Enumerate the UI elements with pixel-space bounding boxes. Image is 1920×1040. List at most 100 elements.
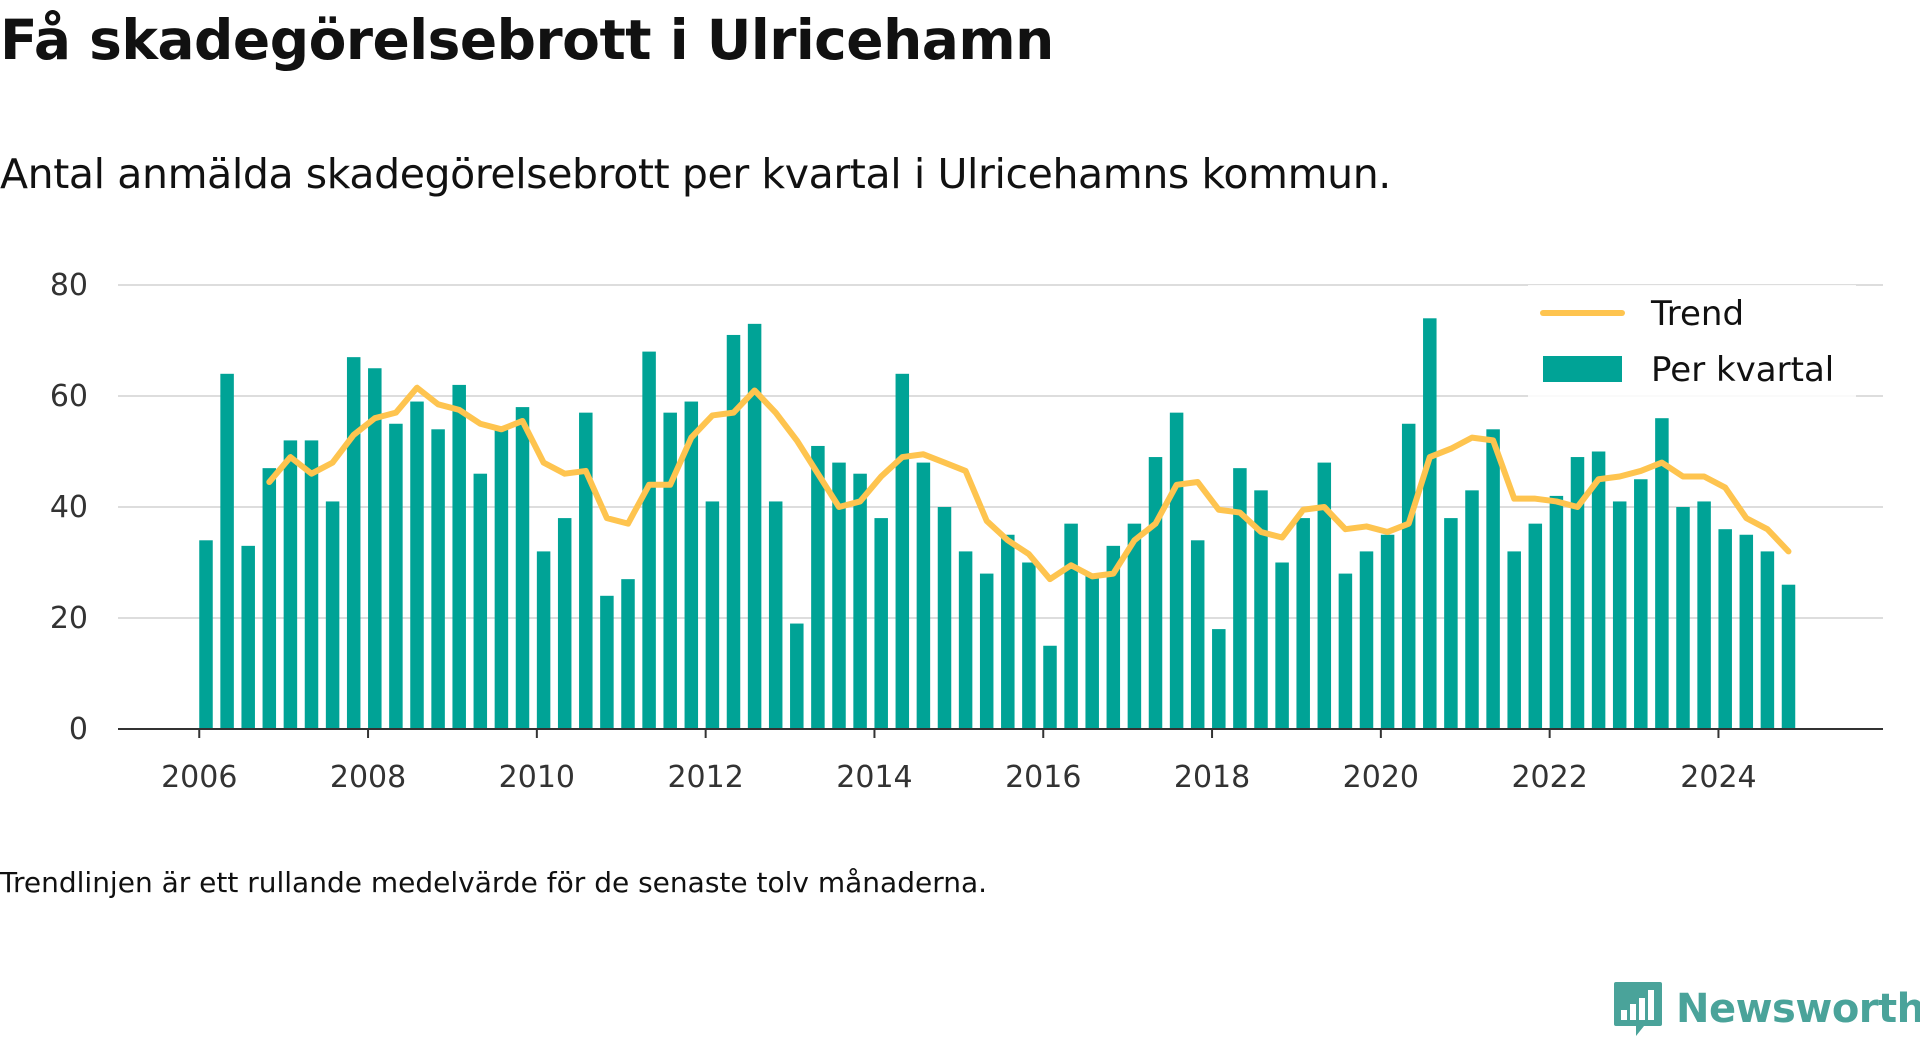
bar [1760, 551, 1775, 729]
bar [958, 551, 973, 729]
legend: Trend Per kvartal [1528, 285, 1856, 397]
bar [283, 440, 298, 729]
x-tick-label: 2006 [161, 760, 237, 795]
x-tick-label: 2008 [330, 760, 406, 795]
bar [726, 334, 741, 729]
bar [1486, 429, 1500, 729]
bar [1254, 490, 1268, 729]
bar [1507, 551, 1521, 729]
bar [1380, 534, 1395, 729]
bar [1423, 318, 1437, 729]
bar [684, 401, 699, 729]
bar [1591, 451, 1606, 729]
x-tick-label: 2018 [1174, 760, 1250, 795]
bar [536, 551, 551, 729]
newsworthy-logo-icon [1614, 982, 1662, 1036]
bar [874, 518, 888, 729]
bar [1549, 495, 1564, 729]
legend-bar-label: Per kvartal [1651, 350, 1834, 390]
bar [1001, 534, 1015, 729]
bar [1043, 645, 1057, 729]
bar [1718, 529, 1732, 729]
legend-trend-label: Trend [1650, 294, 1744, 334]
y-tick-label: 0 [69, 712, 88, 747]
bar [1634, 479, 1648, 729]
bar [916, 462, 931, 729]
bar [1317, 462, 1332, 729]
chart-subtitle: Antal anmälda skadegörelsebrott per kvar… [0, 150, 1391, 198]
bar [1106, 545, 1121, 729]
bar [199, 540, 213, 729]
bar [895, 373, 910, 729]
bar [790, 623, 804, 729]
bar [1127, 523, 1142, 729]
bar [832, 462, 846, 729]
bar [220, 373, 234, 729]
bar [557, 518, 572, 729]
brand-logo: Newsworthy [1612, 980, 1920, 1038]
bar [1233, 468, 1247, 729]
bar [452, 384, 466, 729]
footnote: Trendlinjen är ett rullande medelvärde f… [0, 866, 988, 899]
bar [494, 429, 509, 729]
brand-name: Newsworthy [1676, 986, 1920, 1032]
x-tick-label: 2012 [667, 760, 743, 795]
bar [1528, 523, 1543, 729]
bar [768, 501, 783, 729]
bar [368, 368, 382, 729]
bar [1022, 562, 1036, 729]
bar [600, 595, 614, 729]
bar [1401, 423, 1416, 729]
bar [1655, 418, 1669, 729]
y-tick-label: 20 [50, 601, 88, 636]
bar [1190, 540, 1205, 729]
bar [642, 351, 656, 729]
chart-svg: 0 20 40 60 80 2006 2008 2010 2012 2014 2016 2018 202… [50, 268, 1883, 795]
y-tick-label: 40 [50, 490, 88, 525]
bar [1338, 573, 1353, 729]
bar [389, 423, 403, 729]
bar [473, 473, 488, 729]
x-tick-label: 2014 [836, 760, 912, 795]
trend-line [266, 384, 1792, 583]
bar [241, 545, 255, 729]
bar [304, 440, 319, 729]
bar [1465, 490, 1479, 729]
bar [579, 412, 593, 729]
x-tick-label: 2016 [1005, 760, 1081, 795]
bar [1296, 518, 1310, 729]
bar [325, 501, 340, 729]
bar [431, 429, 445, 729]
x-tick-label: 2024 [1680, 760, 1756, 795]
y-tick-label: 60 [50, 379, 88, 414]
bar [1212, 629, 1226, 729]
trend-series [266, 384, 1792, 583]
bar [1275, 562, 1289, 729]
x-tick-label: 2010 [499, 760, 575, 795]
bar [1676, 507, 1690, 729]
bar [1169, 412, 1184, 729]
x-tick-label: 2020 [1343, 760, 1419, 795]
axes: 0 20 40 60 80 2006 2008 2010 2012 2014 2016 2018 202… [50, 268, 1883, 795]
bar [346, 357, 361, 729]
bar [1697, 501, 1711, 729]
bar [937, 507, 952, 729]
bar [1359, 551, 1374, 729]
bar [1739, 534, 1754, 729]
bar [979, 573, 994, 729]
bar [1781, 584, 1796, 729]
bar [1444, 518, 1458, 729]
bar [515, 407, 530, 729]
x-tick-label: 2022 [1511, 760, 1587, 795]
bar [705, 501, 720, 729]
bar [1148, 457, 1163, 729]
bar [1612, 501, 1627, 729]
bar [747, 323, 762, 729]
bar [410, 401, 424, 729]
bar-series [199, 318, 1796, 729]
bar [262, 468, 277, 729]
bar [1064, 523, 1078, 729]
chart-title: Få skadegörelsebrott i Ulricehamn [0, 8, 1054, 72]
bar [621, 579, 635, 729]
bar [853, 473, 867, 729]
